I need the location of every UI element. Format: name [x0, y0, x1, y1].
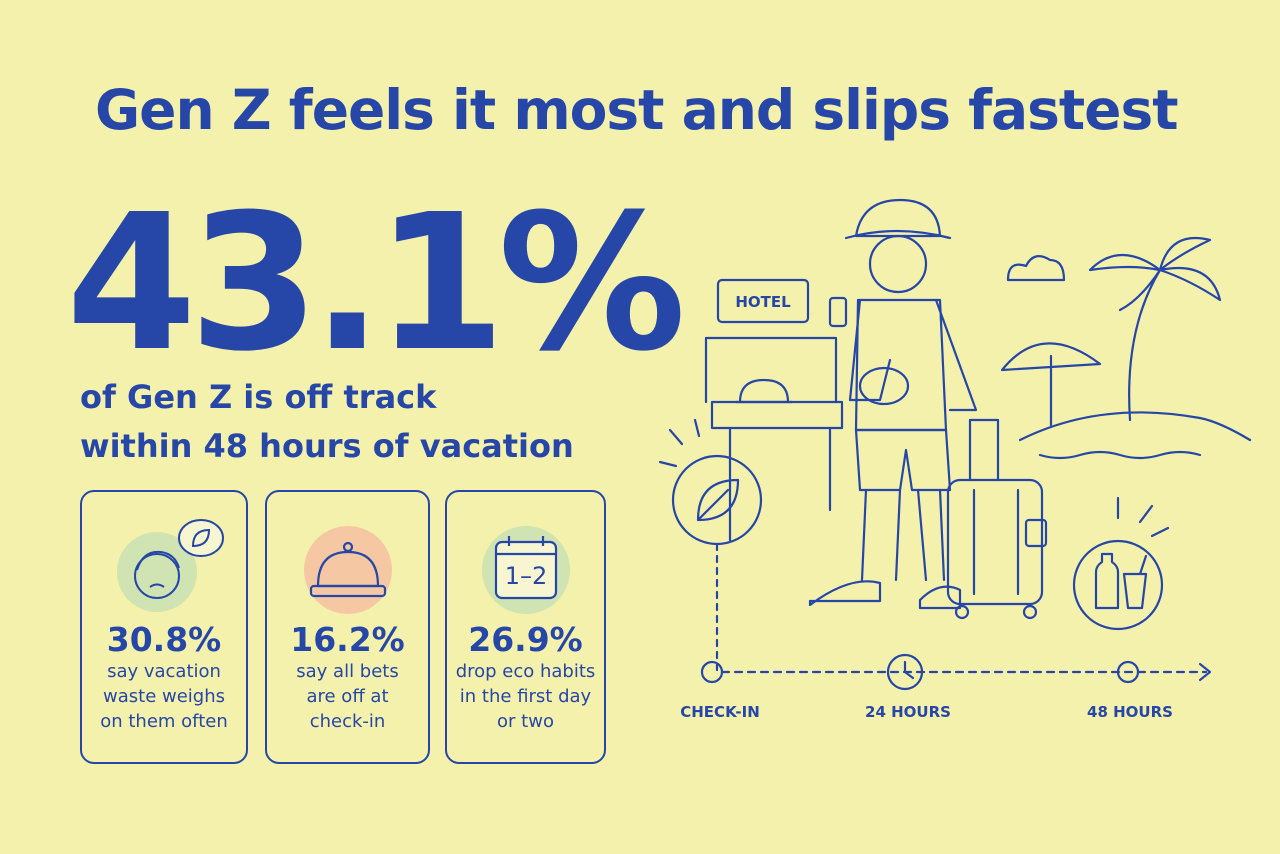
island — [1018, 411, 1252, 460]
desk-legs — [728, 426, 832, 542]
card-text: say vacation — [107, 661, 221, 682]
face-icon — [117, 519, 224, 612]
card-text: or two — [497, 711, 554, 732]
head — [868, 234, 928, 294]
desk — [710, 400, 844, 430]
timeline-arrow — [1198, 662, 1212, 682]
wheel — [1022, 604, 1038, 620]
calendar-label: 1–2 — [504, 562, 547, 590]
shirt — [854, 298, 948, 432]
phone — [828, 296, 848, 328]
card-text: are off at — [306, 686, 389, 707]
umbrella — [1000, 342, 1102, 427]
shoes — [808, 580, 962, 610]
headline-line: of Gen Z is off track — [80, 378, 437, 416]
card-stat: 26.9% — [468, 620, 583, 659]
shorts — [854, 428, 952, 492]
cup — [1122, 554, 1148, 610]
timeline-point — [700, 660, 724, 684]
hotel-wall — [704, 336, 838, 404]
calendar-icon: 1–2 — [481, 526, 570, 614]
headline-line: within 48 hours of vacation — [80, 427, 574, 465]
palm-leaves — [1088, 236, 1222, 312]
timeline-point — [1116, 660, 1140, 684]
stat-card: 16.2% say all bets are off at check-in — [265, 490, 430, 764]
hotel-sign — [716, 278, 810, 324]
card-text: check-in — [309, 711, 386, 732]
suitcase-handle — [968, 418, 1000, 482]
wheel — [954, 604, 970, 620]
timeline-label: 24 HOURS — [865, 703, 951, 721]
suitcase-lines — [972, 488, 1020, 596]
title: Gen Z feels it most and slips fastest — [95, 78, 1178, 142]
timeline-clock — [886, 653, 924, 691]
arms — [848, 298, 978, 412]
legs — [860, 488, 946, 582]
illustration: HOTEL CHECK-IN 24 HOURS 48 HOURS — [658, 198, 1252, 721]
sparks — [1116, 496, 1170, 538]
timeline-label: 48 HOURS — [1087, 703, 1173, 721]
bell-icon — [303, 526, 392, 614]
bag — [858, 366, 910, 406]
bottle-badge — [1072, 539, 1164, 631]
timeline-label: CHECK-IN — [680, 703, 760, 721]
hat — [844, 198, 952, 240]
leaf — [696, 478, 740, 522]
luggage-tag — [1024, 518, 1048, 548]
card-text: drop eco habits — [455, 661, 596, 682]
card-stat: 30.8% — [106, 620, 222, 659]
stat-card: 30.8% say vacation waste weighs on them … — [80, 490, 248, 764]
suitcase — [946, 478, 1044, 606]
card-text: say all bets — [296, 661, 399, 682]
bottle — [1094, 552, 1120, 610]
card-text: on them often — [100, 711, 228, 732]
card-stat: 16.2% — [290, 620, 405, 659]
sparks — [658, 418, 701, 468]
stat-card: 1–2 26.9% drop eco habits in the first d… — [445, 490, 606, 764]
clock-hands — [903, 660, 915, 680]
card-text: waste weighs — [103, 686, 225, 707]
card-text: in the first day — [459, 686, 592, 707]
palm-trunk — [1128, 268, 1162, 422]
desk-bell — [734, 378, 794, 404]
hotel-sign-text: HOTEL — [735, 293, 791, 311]
headline-stat: 43.1% — [66, 174, 686, 393]
cloud — [1006, 255, 1066, 282]
